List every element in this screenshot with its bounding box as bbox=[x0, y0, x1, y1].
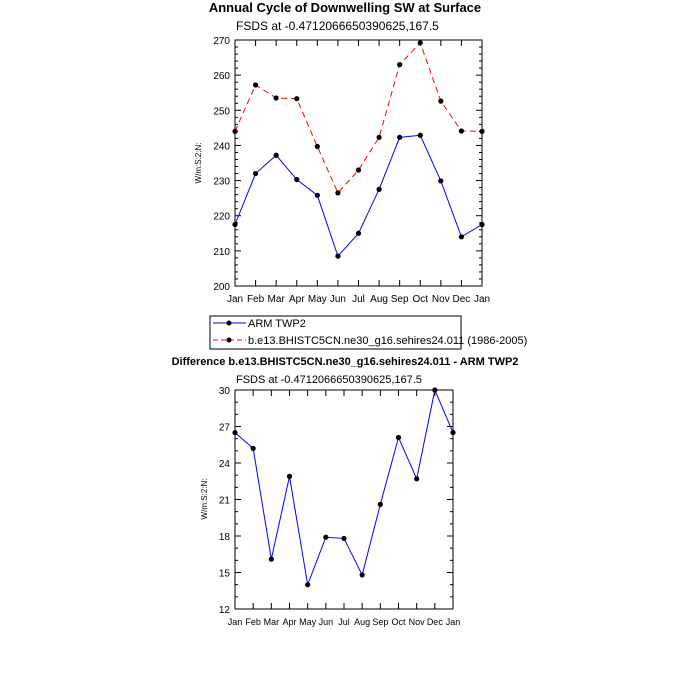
x-tick-label: Dec bbox=[427, 617, 444, 627]
y-tick-label: 230 bbox=[213, 177, 230, 188]
data-point bbox=[438, 98, 444, 104]
data-point bbox=[355, 167, 362, 173]
data-point bbox=[450, 429, 456, 436]
data-point bbox=[397, 62, 403, 68]
x-tick-label: Oct bbox=[412, 294, 428, 305]
legend-marker-arm bbox=[226, 320, 232, 326]
y-tick-label: 270 bbox=[213, 36, 230, 47]
x-tick-label: Jul bbox=[352, 294, 365, 305]
data-point bbox=[479, 128, 485, 134]
x-tick-label: Apr bbox=[282, 617, 296, 627]
data-point bbox=[377, 501, 383, 507]
y-tick-label: 21 bbox=[219, 496, 231, 507]
x-tick-label: Dec bbox=[453, 294, 471, 305]
y-tick-label: 260 bbox=[213, 71, 230, 82]
data-point bbox=[232, 429, 238, 436]
plot-frame bbox=[234, 39, 483, 287]
y-tick-label: 240 bbox=[213, 141, 230, 152]
data-point bbox=[458, 128, 465, 134]
data-point bbox=[432, 387, 438, 393]
x-tick-label: Jan bbox=[227, 294, 243, 305]
x-tick-label: Jan bbox=[474, 294, 490, 305]
data-point bbox=[252, 170, 259, 177]
data-point bbox=[414, 476, 420, 482]
y-tick-label: 30 bbox=[219, 386, 231, 397]
data-point bbox=[314, 192, 320, 198]
data-point bbox=[376, 134, 382, 140]
chart1-title: Annual Cycle of Downwelling SW at Surfac… bbox=[209, 0, 481, 15]
x-tick-label: Mar bbox=[264, 617, 280, 627]
chart2-subtitle: FSDS at -0.4712066650390625,167.5 bbox=[236, 374, 422, 386]
x-tick-label: May bbox=[308, 294, 327, 305]
x-tick-label: Nov bbox=[432, 294, 450, 305]
x-tick-label: Aug bbox=[370, 294, 388, 305]
data-point bbox=[397, 134, 403, 140]
data-point bbox=[341, 535, 347, 542]
x-tick-label: Feb bbox=[245, 617, 261, 627]
chart1-ylabel: W/m:S:2:N: bbox=[194, 143, 203, 184]
x-tick-label: Jan bbox=[446, 617, 461, 627]
x-tick-label: Sep bbox=[372, 617, 388, 627]
y-tick-label: 250 bbox=[213, 106, 230, 117]
data-point bbox=[417, 132, 423, 138]
data-point bbox=[232, 128, 238, 134]
x-tick-label: Oct bbox=[391, 617, 406, 627]
y-tick-label: 12 bbox=[219, 605, 231, 616]
data-point bbox=[273, 152, 279, 158]
x-tick-label: Aug bbox=[354, 617, 370, 627]
y-tick-label: 27 bbox=[219, 423, 231, 434]
data-point bbox=[323, 534, 329, 540]
x-tick-label: Jun bbox=[330, 294, 346, 305]
data-point bbox=[335, 253, 341, 259]
data-point bbox=[417, 40, 423, 46]
legend-marker-model bbox=[226, 337, 232, 343]
chart1-subtitle: FSDS at -0.4712066650390625,167.5 bbox=[236, 19, 439, 33]
y-tick-label: 210 bbox=[213, 247, 230, 258]
x-tick-label: Jun bbox=[319, 617, 334, 627]
data-point bbox=[232, 221, 238, 228]
data-point bbox=[314, 143, 320, 150]
y-tick-label: 15 bbox=[219, 569, 231, 580]
data-point bbox=[294, 176, 300, 183]
data-point bbox=[305, 582, 311, 588]
data-point bbox=[458, 234, 465, 240]
data-point bbox=[395, 434, 402, 441]
data-point bbox=[359, 572, 365, 578]
data-point bbox=[376, 186, 382, 192]
y-tick-label: 24 bbox=[219, 459, 231, 470]
chart2-ylabel: W/m:S:2:N: bbox=[200, 479, 209, 520]
x-tick-label: Feb bbox=[247, 294, 265, 305]
legend-label-arm: ARM TWP2 bbox=[248, 318, 306, 330]
data-point bbox=[252, 82, 259, 88]
x-tick-label: Apr bbox=[289, 294, 305, 305]
data-point bbox=[294, 96, 300, 102]
x-tick-label: May bbox=[299, 617, 317, 627]
series-line-0 bbox=[234, 134, 483, 258]
data-point bbox=[479, 221, 485, 228]
data-point bbox=[335, 190, 341, 196]
x-tick-label: Jan bbox=[228, 617, 243, 627]
data-point bbox=[438, 178, 444, 184]
chart1-legend: ARM TWP2 b.e13.BHISTC5CN.ne30_g16.sehire… bbox=[209, 315, 527, 350]
data-point bbox=[268, 556, 274, 562]
x-tick-label: Sep bbox=[391, 294, 409, 305]
y-tick-label: 220 bbox=[213, 212, 230, 223]
x-tick-label: Mar bbox=[268, 294, 286, 305]
data-point bbox=[273, 95, 279, 101]
data-point bbox=[250, 445, 256, 451]
chart2-title: Difference b.e13.BHISTC5CN.ne30_g16.sehi… bbox=[172, 356, 519, 368]
series-line-0 bbox=[234, 388, 454, 587]
x-tick-label: Jul bbox=[338, 617, 350, 627]
x-tick-label: Nov bbox=[409, 617, 426, 627]
legend-box bbox=[209, 315, 462, 350]
y-tick-label: 18 bbox=[219, 532, 231, 543]
data-point bbox=[355, 230, 362, 236]
plot-frame bbox=[234, 389, 454, 610]
y-tick-label: 200 bbox=[213, 282, 230, 293]
data-point bbox=[286, 473, 293, 479]
legend-label-model: b.e13.BHISTC5CN.ne30_g16.sehires24.011 (… bbox=[248, 335, 527, 347]
